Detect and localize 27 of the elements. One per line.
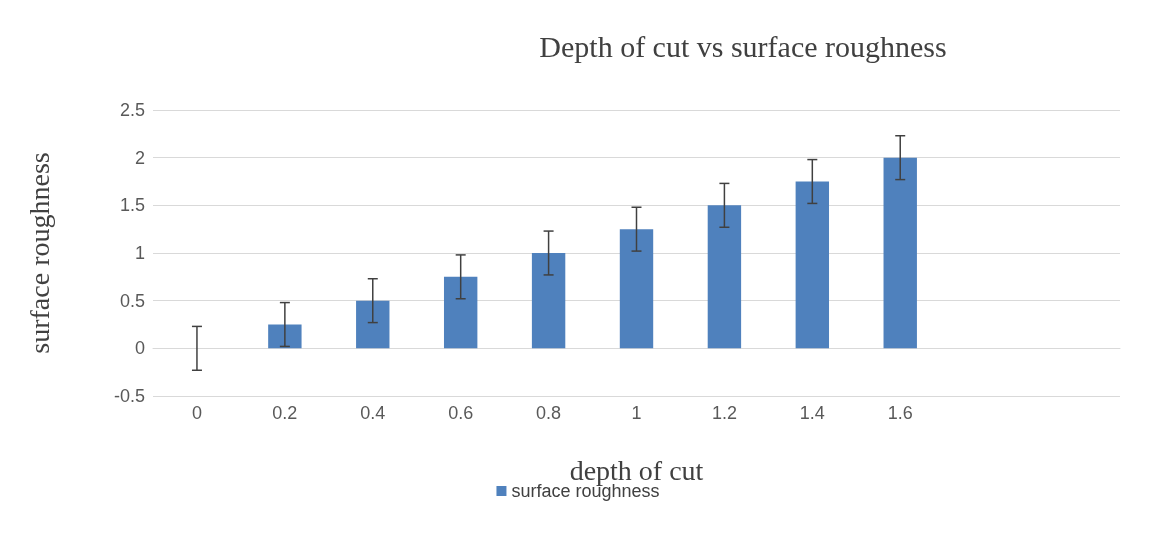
x-tick-label: 1.6 bbox=[887, 403, 913, 423]
bar bbox=[795, 181, 830, 349]
x-tick-label: 0.8 bbox=[536, 403, 562, 423]
y-tick-label: 0.5 bbox=[119, 290, 145, 311]
y-axis-title: surface roughness bbox=[23, 152, 55, 354]
x-tick-label: 0 bbox=[191, 403, 202, 423]
y-tick-label: 0 bbox=[134, 338, 145, 359]
bar bbox=[531, 253, 566, 349]
y-tick-label: 1.5 bbox=[119, 195, 145, 216]
bar bbox=[619, 229, 654, 349]
y-tick-label: 1 bbox=[134, 243, 145, 263]
bar bbox=[883, 157, 917, 349]
x-tick-label: 1.2 bbox=[711, 403, 737, 423]
x-axis-title: depth of cut bbox=[569, 454, 704, 486]
bar bbox=[356, 300, 390, 349]
x-tick-label: 0.6 bbox=[448, 403, 474, 423]
y-tick-label: -0.5 bbox=[113, 386, 145, 406]
bar bbox=[707, 205, 742, 349]
x-tick-label: 0.2 bbox=[272, 403, 298, 423]
chart-title: Depth of cut vs surface roughness bbox=[539, 29, 947, 63]
bar bbox=[443, 276, 478, 349]
x-tick-label: 0.4 bbox=[360, 403, 386, 423]
x-tick-label: 1 bbox=[631, 403, 642, 423]
y-tick-label: 2 bbox=[134, 147, 145, 168]
y-tick-label: 2.5 bbox=[119, 100, 145, 120]
x-tick-label: 1.4 bbox=[799, 403, 825, 423]
bar bbox=[268, 324, 302, 349]
